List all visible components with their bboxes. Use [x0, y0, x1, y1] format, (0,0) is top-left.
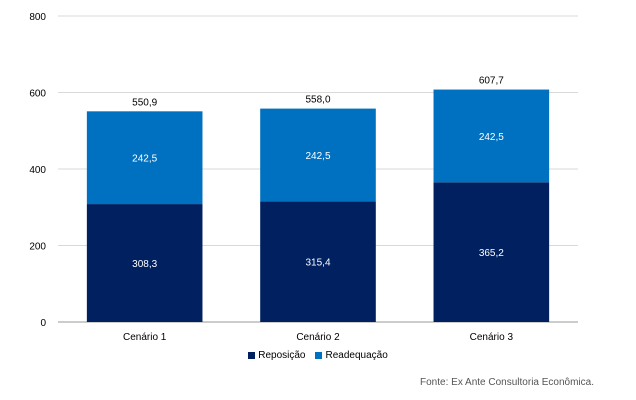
x-tick-label-3: Cenário 3 — [470, 332, 514, 343]
bar-readequacao-1-label: 242,5 — [132, 154, 157, 165]
bar-readequacao-2-label: 242,5 — [305, 151, 330, 162]
total-label-3: 607,7 — [479, 76, 504, 87]
bar-readequacao-3 — [433, 89, 550, 183]
y-tick-label-0: 0 — [40, 318, 46, 329]
x-tick-label-1: Cenário 1 — [123, 332, 167, 343]
bar-reposicao-1 — [86, 204, 203, 322]
y-tick-label-800: 800 — [29, 12, 46, 23]
source-note: Fonte: Ex Ante Consultoria Econômica. — [420, 377, 594, 388]
total-label-2: 558,0 — [305, 95, 330, 106]
legend-swatch-reposicao — [248, 352, 256, 359]
bar-reposicao-2 — [260, 201, 376, 322]
bar-reposicao-1-label: 308,3 — [132, 259, 157, 270]
legend-item-readequacao: Readequação — [315, 350, 388, 361]
legend-label-reposicao: Reposição — [258, 350, 306, 361]
y-tick-label-200: 200 — [29, 242, 46, 253]
bar-reposicao-3 — [433, 182, 550, 322]
bar-readequacao-3-label: 242,5 — [479, 132, 504, 143]
legend-label-readequacao: Readequação — [325, 350, 388, 361]
bar-readequacao-2 — [260, 108, 376, 202]
y-tick-label-400: 400 — [29, 165, 46, 176]
legend-swatch-readequacao — [315, 352, 323, 359]
legend-item-reposicao: Reposição — [248, 350, 305, 361]
x-tick-label-2: Cenário 2 — [296, 332, 340, 343]
y-tick-label-600: 600 — [29, 89, 46, 100]
bar-reposicao-3-label: 365,2 — [479, 248, 504, 259]
bar-readequacao-1 — [86, 111, 203, 205]
stacked-bar-chart: 0 200 400 600 800 308,3 242,5 550,9 Cenário 1 315… — [29, 12, 578, 343]
chart-legend: Reposição Readequação — [0, 350, 636, 361]
bar-reposicao-2-label: 315,4 — [305, 258, 330, 269]
total-label-1: 550,9 — [132, 97, 157, 108]
